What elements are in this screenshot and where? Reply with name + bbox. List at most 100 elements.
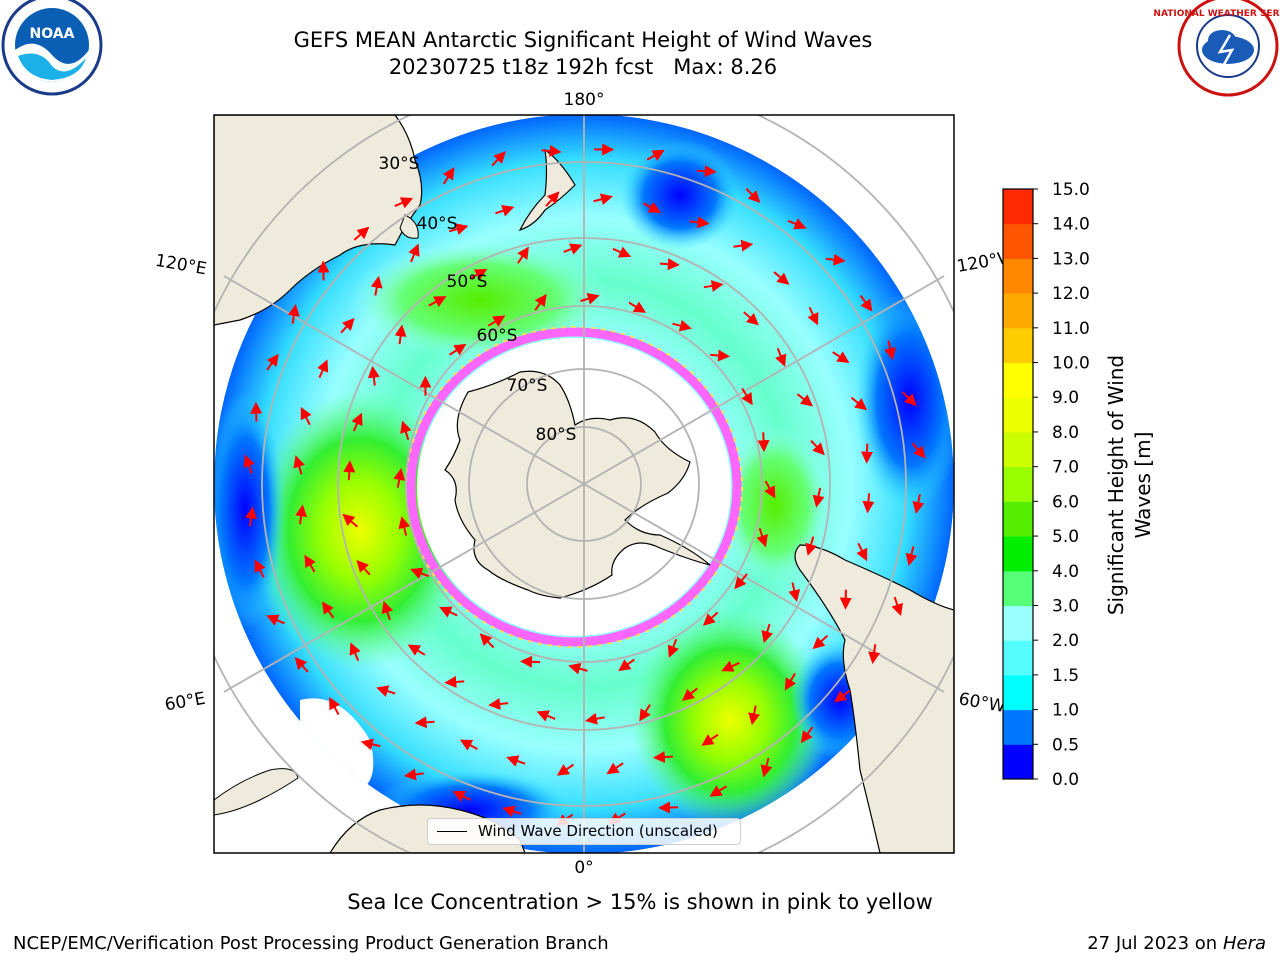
- wind-wave-arrow: [710, 349, 731, 362]
- colorbar-segment: [1003, 466, 1033, 502]
- wind-wave-arrow: [760, 757, 773, 778]
- wind-wave-arrow: [612, 246, 632, 258]
- wind-wave-arrow: [534, 293, 547, 311]
- wind-wave-arrow: [360, 738, 381, 751]
- noaa-logo: NOAA: [1, 0, 103, 96]
- colorbar-label: Significant Height of Wind Waves [m]: [1104, 354, 1155, 616]
- wind-wave-arrow: [756, 528, 768, 548]
- wind-wave-arrow: [681, 687, 699, 702]
- colorbar-tick-label: 9.0: [1052, 388, 1079, 408]
- colorbar-tick-label: 6.0: [1052, 492, 1079, 512]
- wind-wave-arrow: [300, 406, 312, 426]
- wind-wave-arrow: [834, 689, 851, 703]
- wind-wave-arrow: [495, 205, 515, 217]
- caption: Sea Ice Concentration > 15% is shown in …: [347, 890, 933, 914]
- wind-wave-arrow: [393, 467, 406, 488]
- wind-wave-arrow: [541, 144, 562, 157]
- wind-wave-arrow: [243, 454, 255, 474]
- colorbar-tick-label: 15.0: [1052, 180, 1090, 200]
- new-zealand-landmass: [518, 148, 576, 232]
- colorbar-segment: [1003, 640, 1033, 676]
- colorbar-segment: [1003, 709, 1033, 745]
- legend-label: Wind Wave Direction (unscaled): [478, 822, 718, 840]
- colorbar-tick-label: 1.5: [1052, 666, 1079, 686]
- wind-wave-arrow: [349, 642, 361, 662]
- colorbar-segment: [1003, 327, 1033, 364]
- wind-wave-arrow: [520, 655, 541, 668]
- lon-label-180: 180°: [564, 90, 605, 110]
- wind-wave-arrow: [659, 258, 680, 271]
- wind-wave-arrow: [266, 614, 285, 626]
- wind-wave-arrow: [295, 504, 308, 525]
- wind-wave-arrow: [773, 271, 790, 285]
- wind-wave-arrow: [394, 324, 407, 345]
- colorbar-border: [1002, 188, 1034, 780]
- wind-wave-arrow: [757, 432, 770, 453]
- wind-wave-arrow: [905, 546, 918, 566]
- map-frame: [213, 114, 955, 854]
- colorbar-tick-label: 3.0: [1052, 596, 1079, 616]
- wind-wave-arrow: [807, 306, 819, 326]
- wind-wave-arrow: [832, 351, 850, 363]
- south-america-landmass: [794, 544, 954, 853]
- lat-label-80s: 80°S: [536, 425, 577, 445]
- wind-wave-arrow: [317, 359, 329, 379]
- lon-label-0: 0°: [574, 858, 593, 878]
- colorbar-tick-label: 0.0: [1052, 770, 1079, 790]
- wind-wave-arrow: [805, 536, 817, 556]
- wind-wave-arrow: [568, 662, 588, 675]
- wind-wave-arrow: [329, 696, 341, 716]
- colorbar-tick-label: 10.0: [1052, 354, 1090, 374]
- colorbar-segment: [1003, 189, 1033, 225]
- colorbar-tick-label: 13.0: [1052, 249, 1090, 269]
- footer-date: 27 Jul 2023 on Hera: [1087, 933, 1266, 954]
- colorbar-segment: [1003, 293, 1033, 329]
- wind-wave-arrow: [761, 623, 774, 644]
- wind-wave-arrow: [701, 733, 719, 746]
- colorbar-segment: [1003, 258, 1033, 294]
- wind-wave-arrow: [584, 712, 605, 725]
- colorbar-segment: [1003, 431, 1033, 468]
- colorbar-tick-label: 7.0: [1052, 458, 1079, 478]
- wind-wave-arrow: [266, 353, 279, 371]
- colorbar-segment: [1003, 397, 1033, 433]
- wind-wave-arrow: [444, 675, 465, 688]
- wind-wave-arrow: [353, 226, 370, 241]
- wind-wave-arrow: [912, 494, 925, 514]
- wind-wave-arrow: [351, 412, 363, 432]
- wind-wave-arrow: [287, 303, 300, 324]
- colorbar-tick-label: 0.5: [1052, 735, 1079, 755]
- wind-wave-arrow: [545, 191, 560, 207]
- colorbar-segment: [1003, 674, 1033, 711]
- wind-wave-arrow: [403, 768, 424, 781]
- wind-wave-arrow: [618, 658, 636, 672]
- wind-wave-arrow: [343, 460, 356, 481]
- wind-wave-arrow: [428, 296, 447, 308]
- wind-wave-arrow: [764, 480, 776, 499]
- wind-wave-arrow: [741, 387, 753, 406]
- wind-wave-arrow: [810, 440, 825, 456]
- wind-wave-arrows: [243, 143, 926, 826]
- wind-wave-arrow: [556, 763, 575, 776]
- wind-wave-arrow: [469, 268, 488, 281]
- colorbar-segment: [1003, 570, 1033, 606]
- wind-wave-arrow: [479, 633, 495, 649]
- wind-wave-arrow: [859, 295, 873, 312]
- wind-wave-arrow: [408, 243, 420, 263]
- wind-wave-arrow: [491, 151, 506, 167]
- wind-wave-arrow: [748, 705, 761, 726]
- wind-wave-arrow: [689, 216, 710, 229]
- lon-label-60w: 60°W: [957, 689, 1007, 717]
- lon-label-120e: 120°E: [154, 251, 208, 280]
- wind-wave-arrow: [702, 611, 719, 626]
- colorbar-tick-label: 14.0: [1052, 215, 1090, 235]
- legend-line-icon: [437, 831, 467, 832]
- wind-wave-arrow: [400, 420, 412, 440]
- colorbar-segment: [1003, 744, 1033, 780]
- wind-wave-arrow: [449, 343, 467, 356]
- wind-wave-arrow: [340, 317, 355, 334]
- wind-wave-arrow: [254, 559, 266, 578]
- wind-wave-arrow: [733, 239, 754, 252]
- wind-wave-arrow: [628, 301, 647, 313]
- wind-wave-arrow: [376, 685, 396, 697]
